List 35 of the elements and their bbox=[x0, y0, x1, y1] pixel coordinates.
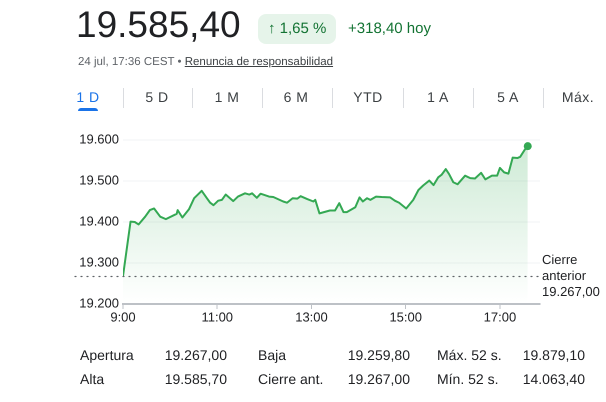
text: Mín. 52 s. bbox=[437, 371, 498, 387]
text: +318,40 hoy bbox=[348, 19, 431, 39]
x-tick-label: 17:00 bbox=[484, 309, 516, 324]
chart-subtitle: 24 jul, 17:36 CEST • Renuncia de responsabilidad bbox=[78, 56, 334, 68]
text: YTD bbox=[353, 89, 383, 105]
x-tick-label: 13:00 bbox=[295, 309, 328, 324]
x-tick-label: 9:00 bbox=[110, 309, 136, 324]
text: 19.585,70 bbox=[164, 371, 227, 387]
chart-title: 19.585,40 bbox=[76, 4, 241, 46]
text: 1 D bbox=[76, 89, 100, 105]
text: 1 M bbox=[214, 89, 240, 105]
text: 1 A bbox=[427, 89, 449, 105]
text: 14.063,40 bbox=[522, 371, 585, 387]
y-tick-label: 19.300 bbox=[79, 254, 119, 270]
text: 19.259,80 bbox=[348, 347, 410, 363]
text: 19.879,10 bbox=[522, 347, 585, 363]
text: 19.267,00 bbox=[164, 347, 227, 363]
text: 6 M bbox=[284, 89, 308, 105]
text: ↑ 1,65 % bbox=[258, 14, 336, 44]
x-tick-label: 15:00 bbox=[389, 309, 422, 324]
text: 19.267,00 bbox=[348, 371, 410, 387]
text: 5 A bbox=[497, 89, 519, 105]
text: 5 D bbox=[145, 89, 169, 105]
text: Máx. bbox=[562, 89, 594, 105]
text: Cierre ant. bbox=[258, 371, 324, 387]
y-tick-label: 19.200 bbox=[79, 296, 119, 311]
y-tick-label: 19.500 bbox=[79, 172, 119, 188]
y-tick-label: 19.400 bbox=[79, 214, 119, 229]
text: Baja bbox=[258, 347, 286, 363]
text: Apertura bbox=[80, 347, 134, 363]
text: Máx. 52 s. bbox=[437, 347, 502, 363]
text: Alta bbox=[80, 371, 104, 387]
x-tick-label: 11:00 bbox=[201, 309, 234, 324]
ref-line-label: Cierre anterior 19.267,00 bbox=[542, 252, 600, 300]
y-tick-label: 19.600 bbox=[79, 132, 119, 147]
